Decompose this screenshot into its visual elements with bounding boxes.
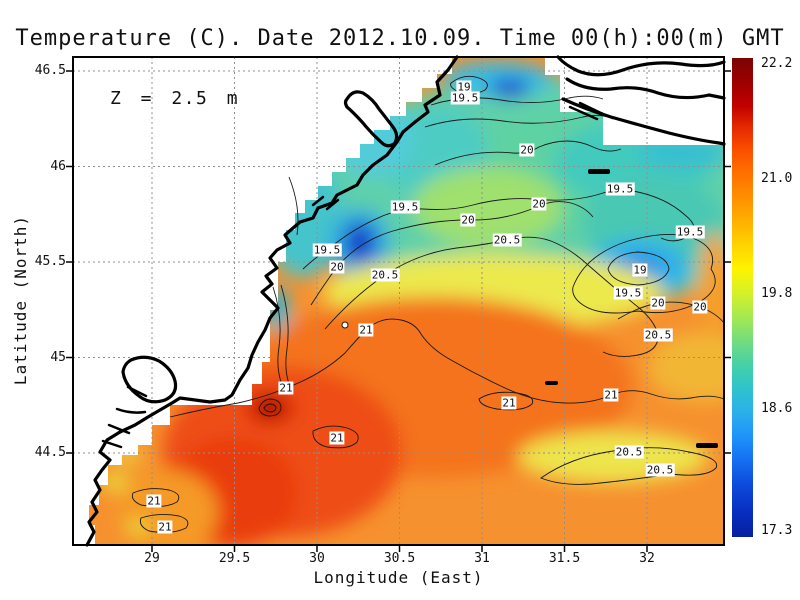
contour-label: 21 [157, 520, 173, 534]
estuary-coastline-1 [556, 55, 726, 77]
y-tick-label: 46.5 [34, 63, 66, 78]
y-tick-label: 45.5 [34, 254, 66, 269]
contour-label: 19.5 [390, 200, 420, 214]
island-marks [545, 169, 718, 448]
colorbar-tick-label: 19.8 [761, 285, 793, 301]
contour-label: 20.5 [492, 233, 522, 247]
contour-label: 20 [531, 197, 547, 211]
contour-label: 21 [329, 431, 345, 445]
x-tick-label: 30 [309, 551, 325, 566]
contour-label: 21 [278, 381, 294, 395]
contour-label: 20 [460, 213, 476, 227]
y-tick-label: 45 [50, 349, 66, 365]
axis-ticks [66, 70, 731, 552]
coastal-spits [311, 195, 340, 211]
contour-label: 20 [650, 296, 666, 310]
contour-label: 20 [519, 143, 535, 157]
contour-label: 19 [456, 80, 472, 94]
contour-label: 20 [329, 260, 345, 274]
danube-delta-channels [101, 385, 148, 449]
x-tick-label: 30.5 [383, 551, 416, 566]
contour-label: 19 [632, 263, 648, 277]
x-tick-label: 32 [639, 551, 655, 566]
contour-label: 20.5 [645, 463, 675, 477]
y-tick-label: 46 [50, 158, 66, 174]
dniester-lagoon [343, 90, 399, 148]
x-tick-label: 29.5 [218, 551, 251, 566]
danube-lagoon [121, 355, 178, 404]
colorbar-tick-label: 21.0 [761, 170, 793, 186]
x-tick-label: 31 [474, 551, 490, 566]
contour-label: 20 [692, 300, 708, 314]
colorbar [732, 58, 753, 537]
contour-label: 21 [358, 323, 374, 337]
contour-label: 20.5 [643, 328, 673, 342]
estuary-spits [568, 101, 607, 121]
colorbar-tick-label: 17.3 [761, 523, 793, 538]
depth-annotation: Z = 2.5 m [110, 88, 240, 109]
plot-title: Temperature (C). Date 2012.10.09. Time 0… [15, 26, 785, 51]
contour-label: 19.5 [605, 182, 635, 196]
plot-frame [72, 56, 725, 546]
contour-label: 21 [603, 388, 619, 402]
contour-label: 20.5 [614, 445, 644, 459]
y-axis-title: Latitude (North) [11, 214, 30, 386]
x-tick-label: 31.5 [548, 551, 581, 566]
contour-label: 19.5 [613, 286, 643, 300]
x-tick-label: 29 [144, 551, 160, 566]
tiny-contour-ring [341, 321, 349, 329]
main-west-coastline [85, 55, 459, 547]
contour-label: 21 [501, 396, 517, 410]
contour-label: 19.5 [312, 243, 342, 257]
coastline [85, 55, 726, 547]
colorbar-tick-label: 18.6 [761, 400, 793, 416]
estuary-coastline-3 [561, 97, 726, 146]
colorbar-tick-label: 22.2 [761, 55, 793, 71]
contour-label: 19.5 [450, 91, 480, 105]
contour-label: 20.5 [370, 268, 400, 282]
x-axis-title: Longitude (East) [313, 568, 484, 587]
contour-label: 19.5 [675, 225, 705, 239]
y-tick-label: 44.5 [34, 445, 66, 460]
contour-label: 21 [146, 494, 162, 508]
estuary-coastline-2 [565, 77, 726, 100]
